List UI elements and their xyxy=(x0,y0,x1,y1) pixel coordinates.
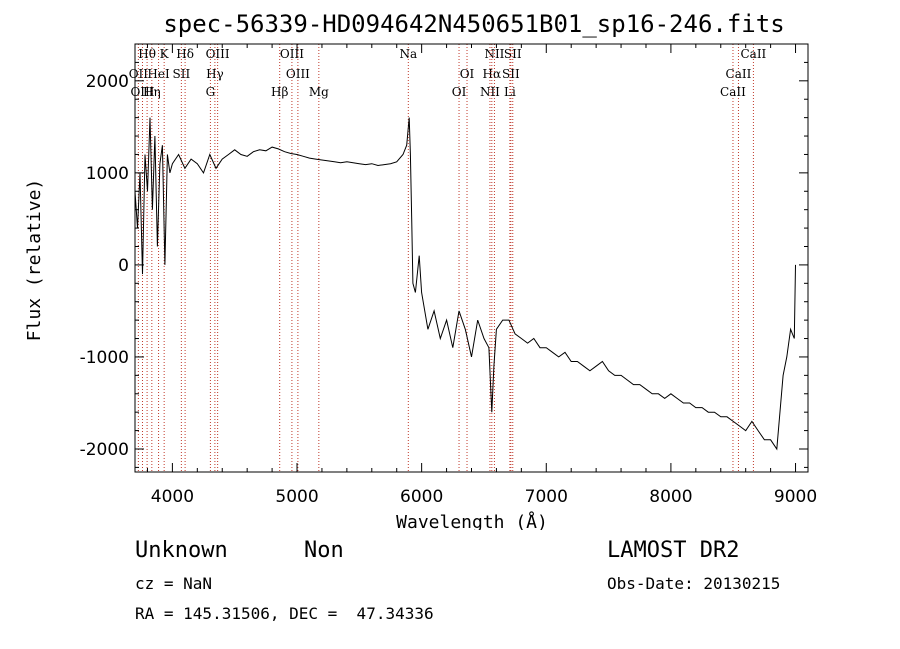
spectral-line-label: OIII xyxy=(280,47,304,61)
x-tick-label: 4000 xyxy=(151,487,194,507)
plot-area: Hθ OII OIII K HeI Hη Hδ SII G OIII Hγ Hβ OIII OIII Mg N… xyxy=(80,43,817,507)
spectrum-chart: spec-56339-HD094642N450651B01_sp16-246.f… xyxy=(24,10,817,530)
spectral-line-label: Mg xyxy=(309,85,329,99)
y-tick-label: -2000 xyxy=(80,440,129,460)
x-tick-label: 7000 xyxy=(525,487,568,507)
object-class: Unknown xyxy=(135,538,228,563)
y-tick-label: 1000 xyxy=(86,164,129,184)
spectral-line-label: CaII xyxy=(740,47,766,61)
x-tick-label: 5000 xyxy=(275,487,318,507)
x-tick-label: 6000 xyxy=(400,487,443,507)
y-tick-label: 0 xyxy=(118,256,129,276)
survey-name: LAMOST DR2 xyxy=(607,538,740,563)
obs-date: Obs-Date: 20130215 xyxy=(607,574,781,593)
spectral-line-label: K xyxy=(160,47,170,61)
coordinates-text: RA = 145.31506, DEC = 47.34336 xyxy=(135,604,434,623)
spectral-line-label: Na xyxy=(399,47,417,61)
spectral-line-label: OIII xyxy=(206,47,230,61)
spectral-line-label: Hδ xyxy=(176,47,194,61)
spectral-line-label: OI xyxy=(452,85,467,99)
spectral-line-label: OIII xyxy=(130,85,154,99)
spectral-line-label: SII xyxy=(502,67,520,81)
object-subclass: Non xyxy=(304,538,344,563)
spectral-line-label: CaII xyxy=(726,67,752,81)
y-tick-label: 2000 xyxy=(86,72,129,92)
spectral-line-label: Hη xyxy=(143,85,161,99)
spectral-line-label: Hα xyxy=(483,67,502,81)
spectral-line-label: NII xyxy=(484,47,504,61)
x-tick-label: 9000 xyxy=(774,487,817,507)
x-axis-label: Wavelength (Å) xyxy=(396,511,548,530)
spectral-line-label: SII xyxy=(173,67,191,81)
spectral-line-label: Hβ xyxy=(271,85,288,99)
spectral-line-label: G xyxy=(206,85,216,99)
spectral-line-label: NII xyxy=(480,85,500,99)
plot-frame xyxy=(134,43,809,473)
spectral-line-label: OIII xyxy=(286,67,310,81)
x-tick-label: 8000 xyxy=(649,487,692,507)
chart-title: spec-56339-HD094642N450651B01_sp16-246.f… xyxy=(163,10,784,38)
y-tick-label: -1000 xyxy=(80,348,129,368)
spectral-line-label: HeI xyxy=(147,67,170,81)
spectral-line-label: Hγ xyxy=(206,67,224,81)
spectral-line-label: OII xyxy=(129,67,149,81)
spectral-line-label: Hθ xyxy=(138,47,156,61)
spectrum-line xyxy=(134,117,796,451)
spectral-line-label: OI xyxy=(460,67,475,81)
redshift-text: cz = NaN xyxy=(135,574,213,593)
spectral-line-label: CaII xyxy=(720,85,746,99)
spectral-line-label: SII xyxy=(504,47,522,61)
y-axis-label: Flux (relative) xyxy=(24,179,45,342)
spectral-line-label: Li xyxy=(504,85,516,99)
